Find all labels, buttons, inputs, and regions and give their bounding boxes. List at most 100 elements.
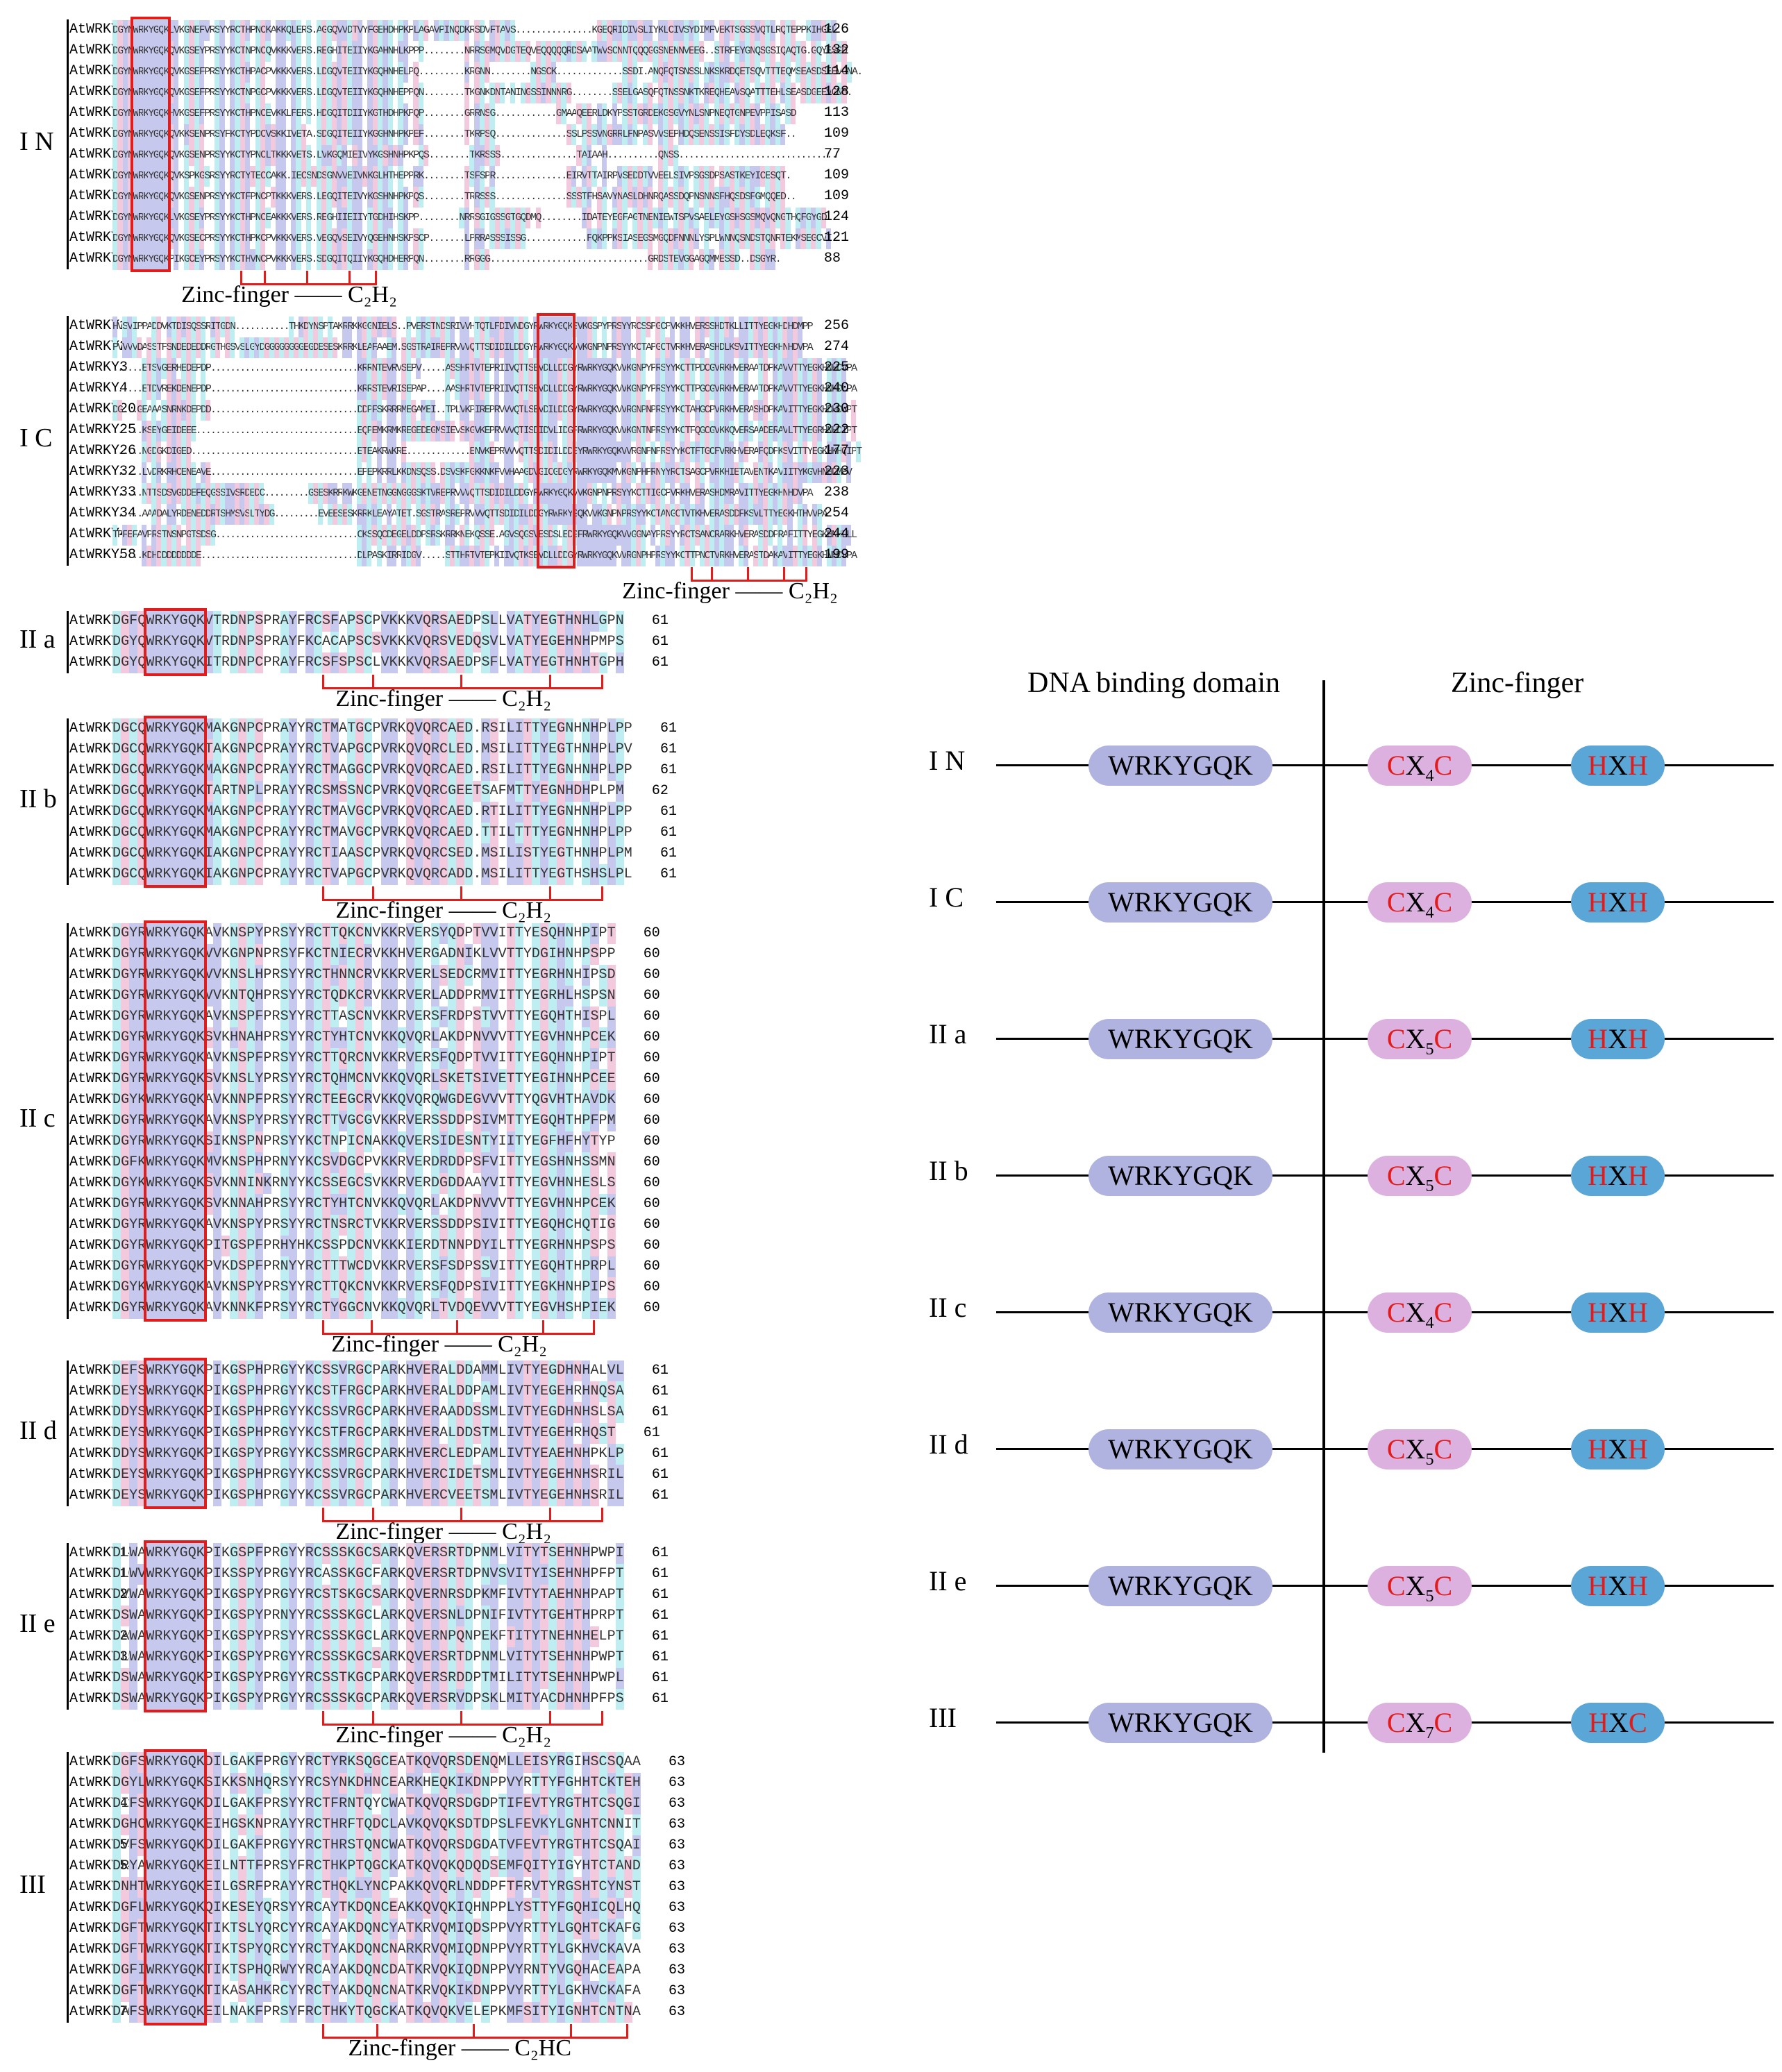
alignment-row: AtWRKY31 DGCQWRKYGQKMAKGNPCPRAYYRCTMAGGCP… [69,760,902,781]
cx-zinc-pill: CX4C [1368,746,1472,786]
wrkygqk-domain-pill: WRKYGQK [1088,1019,1272,1059]
group-label: II a [19,625,56,654]
sequence-length: 61 [651,1628,669,1644]
sequence-residues: ......KSEYGEIDEEE.......................… [112,420,857,441]
cx-start: C [1386,750,1406,781]
group-label: I C [19,423,53,453]
hx-end: H [1627,750,1648,781]
sequence-length: 63 [669,1817,686,1833]
sequence-residues: DGYQWRKYGQKVTRDNPSPRAYFKCACAPSCSVKKKVQRS… [112,632,624,652]
sequence-length: 199 [824,547,850,563]
group-bracket [67,19,69,269]
alignment-row: AtWRKY30 DGFSWRKYGQKDILGAKFPRGYYRCTYRKSQG… [69,1752,902,1773]
domain-row: II c WRKYGQK CX4C HXH [923,1288,1777,1337]
zinc-finger-bracket [690,567,808,582]
sequence-residues: DGYNWRKYGQKQVKKSENPRSYFKCTYPDCVSKKIVETA.… [112,124,797,145]
alignment-row: AtWRKY43 DGYRWRKYGQKSVKNSLYPRSYYRCTQHMCNV… [69,1069,902,1090]
sequence-length: 60 [643,1092,660,1108]
sequence-residues: DGCQWRKYGQKMAKGNPCPRAYYRCTMATGCPVRKQVQRC… [112,718,632,739]
wrkygqk-domain-pill: WRKYGQK [1088,1292,1272,1333]
sequence-length: 61 [651,1670,669,1686]
alignment-panel: I N AtWRKY1 DGYNWRKYGQKLVKGNEFVRSYYRCTHPNC… [19,17,902,2061]
alignment-row: AtWRKY6 DGCQWRKYGQKMAKGNPCPRAYYRCTMATGCPV… [69,718,902,739]
cx-zinc-pill: CX4C [1368,1292,1472,1333]
cx-x: X [1405,1707,1426,1738]
alignment-row: AtWRKY13 DGYRWRKYGQKVVKNTQHPRSYYRCTQDKCRV… [69,986,902,1006]
sequence-residues: DGYRWRKYGQKVVKGNPNPRSYFKCTNIECRVKKHVERGA… [112,944,616,965]
sequence-name: AtWRKY25 [69,422,137,438]
hx-zinc-pill: HXH [1571,746,1665,786]
cx-start: C [1386,886,1406,918]
hx-x: X [1608,1707,1629,1738]
sequence-name: AtWRKY33 [69,485,137,500]
alignment-row: AtWRKY61 DGCQWRKYGQKIAKGNPCPRAYYRCTIAASCP… [69,843,902,864]
zinc-finger-label: Zinc-finger —— C₂H₂ [335,898,552,923]
sequence-residues: PVVVVDASSTFSNDEDEDDRGTHGSVSLGYDGGGGGGGGE… [112,337,814,358]
sequence-length: 114 [824,63,850,79]
zinc-finger-bracket [239,271,377,285]
sequence-residues: DGYNWRKYGQKHVKGSEFPRSYYKCTHPNCEVKKLFERS.… [112,103,797,124]
alignment-row: AtWRKY10 DGYRWRKYGQKVVKGNPNPRSYFKCTNIECRV… [69,944,902,965]
zinc-finger-tick [306,271,309,283]
cx-zinc-pill: CX5C [1368,1429,1472,1469]
cx-zinc-pill: CX5C [1368,1566,1472,1606]
wrkygqk-motif-box [144,1358,207,1509]
domain-row: II d WRKYGQK CX5C HXH [923,1425,1777,1474]
wrkygqk-domain-pill: WRKYGQK [1088,746,1272,786]
cx-count: 4 [1425,1314,1434,1332]
domain-group-label: II e [929,1565,967,1597]
zinc-finger-label: Zinc-finger —— C₂H₂ [622,578,838,604]
domain-row: II b WRKYGQK CX5C HXH [923,1152,1777,1200]
sequence-residues: DAWAWRKYGQKPIKGSPYPRSYYRCSSSKGCLARKQVERN… [112,1626,624,1647]
hx-x: X [1608,1160,1628,1191]
sequence-residues: ......ETDVREKDENEPDP....................… [112,378,857,400]
hx-end: H [1627,1160,1648,1191]
wrkygqk-domain-pill: WRKYGQK [1088,882,1272,923]
cx-end: C [1434,1297,1453,1328]
domain-row: I C WRKYGQK CX4C HXH [923,878,1777,927]
sequence-length: 61 [651,1404,669,1420]
sequence-residues: DEYSWRKYGQKPIKGSPHPRGYYKCSSVRGCPARKHVERC… [112,1485,624,1506]
group-bracket [67,1752,69,2023]
sequence-length: 60 [643,925,660,941]
sequence-length: 60 [643,1009,660,1025]
alignment-row: AtWRKY70 DAFSWRKYGQKEILNAKFPRSYFRCTHKYTQG… [69,2002,902,2023]
sequence-name: AtWRKY26 [69,443,137,459]
alignment-row: AtWRKY22 DVWAWRKYGQKPIKGSPYPRGYYRCSTSKGCS… [69,1585,902,1606]
domain-diagram: DNA binding domain Zinc-finger I N WRKYGQ… [923,666,1777,1812]
sequence-length: 61 [651,1446,669,1462]
alignment-row: AtWRKY17 DEYSWRKYGQKPIKGSPHPRGYYKCSTFRGCP… [69,1423,902,1444]
sequence-residues: DLWVWRKYGQKPIKSSPYPRGYYRCASSKGCFARKQVERS… [112,1564,624,1585]
alignment-row: AtWRKY60 DGYQWRKYGQKITRDNPCPRAYFRCSFSPSCL… [69,652,902,673]
sequence-residues: DGHCWRKYGQKEIHGSKNPRAYYRCTHRFTQDCLAVKQVQ… [112,1814,641,1835]
cx-count: 7 [1425,1724,1434,1742]
hx-end: C [1629,1707,1647,1738]
sequence-residues: HVSVIPPADDVKTDISQSSRITGDN...........THKD… [112,316,814,337]
sequence-residues: DVWAWRKYGQKPIKGSPYPRGYYRCSTSKGCSARKQVERN… [112,1585,624,1606]
sequence-length: 60 [643,988,660,1004]
alignment-row: AtWRKY1 HVSVIPPADDVKTDISQSSRITGDN........… [69,316,902,337]
sequence-name: AtWRKY3 [69,360,128,376]
zinc-finger-tick [548,675,551,687]
alignment-row: AtWRKY58 DGYNWRKYGQKPIKGCEYPRSYYKCTHVNCPV… [69,249,902,270]
sequence-residues: ......LVDRKRHCENEAVE....................… [112,462,852,483]
zinc-finger-bracket [322,1508,603,1522]
zinc-finger-label: Zinc-finger —— C₂H₂ [181,282,397,308]
alignment-row: AtWRKY20 DGYNWRKYGQKHVKGSEFPRSYYKCTHPNCEV… [69,103,902,124]
sequence-length: 121 [824,230,850,246]
sequence-residues: DGYNWRKYGQKQVKGSEFPRSYYKCTNPGCPVKKKVERS.… [112,82,853,103]
sequence-residues: DSWAWRKYGQKPIKGSPYPRGYYRCSSSKGCPARKQVERS… [112,1689,624,1710]
cx-x: X [1405,1023,1426,1054]
cx-x: X [1405,1433,1426,1465]
sequence-residues: DGYNWRKYGQKQVKSPKGSRSYYRCTYTECCAKK.IECSN… [112,165,791,187]
hx-start: H [1588,750,1608,781]
cx-end: C [1434,1570,1453,1601]
zinc-finger-bracket [322,1320,595,1335]
alignment-row: AtWRKY34 DGYNWRKYGQKLVKGSEYPRSYYKCTHPNCEA… [69,207,902,228]
zinc-finger-tick [460,1508,463,1520]
group-bracket [67,718,69,885]
cx-start: C [1386,1160,1406,1191]
sequence-residues: DGYLWRKYGQKSIKKSNHQRSYYRCSYNKDHNCEARKHEQ… [112,1773,641,1794]
alignment-row: AtWRKY74 DEYSWRKYGQKPIKGSPHPRGYYKCSSVRGCP… [69,1485,902,1506]
sequence-length: 61 [651,613,669,629]
